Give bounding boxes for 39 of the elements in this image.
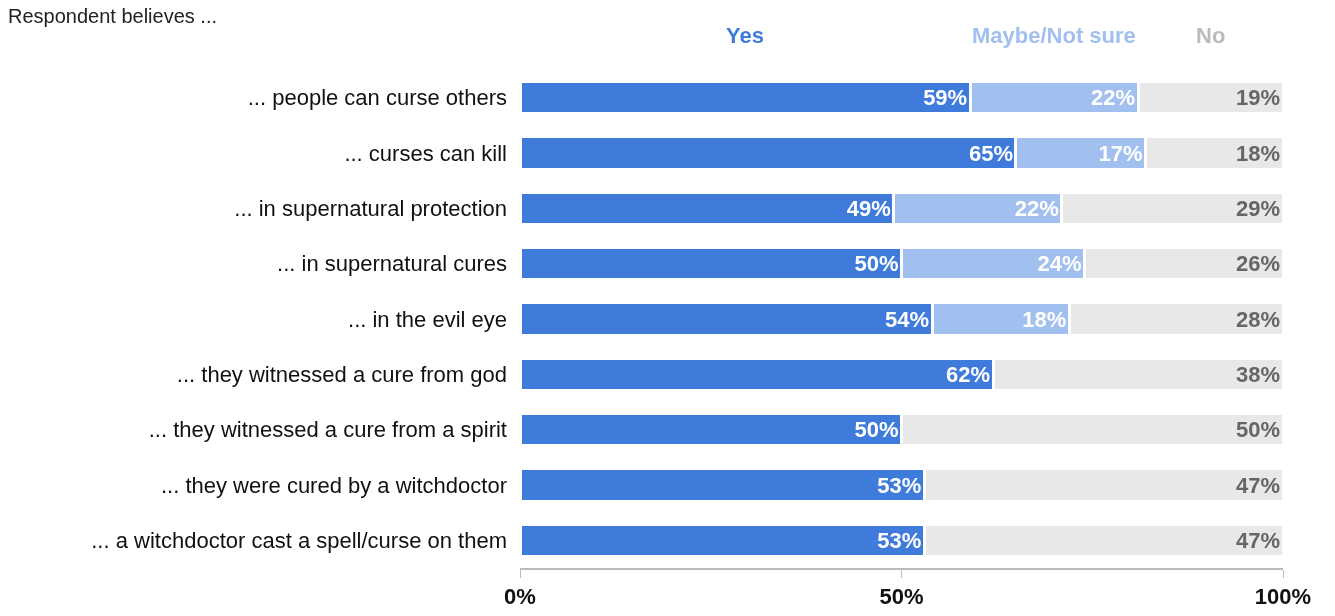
data-label: 24%: [1037, 251, 1082, 277]
x-tick-label: 0%: [504, 584, 536, 610]
text: Respondent believes ...: [8, 5, 218, 28]
data-label: 50%: [854, 417, 899, 443]
data-label: 22%: [1090, 85, 1136, 111]
series-label: Yes: [726, 23, 764, 48]
series-label: Maybe/Not sure: [972, 23, 1136, 48]
data-label: 62%: [946, 361, 991, 387]
data-label: 65%: [968, 140, 1013, 166]
data-label: 50%: [1235, 417, 1280, 443]
y-tick-label: ... curses can kill: [344, 140, 507, 166]
data-label: 49%: [846, 195, 891, 221]
y-tick-label: ... they were cured by a witchdoctor: [160, 472, 507, 498]
data-label: 47%: [1235, 527, 1280, 553]
y-tick-label: ... people can curse others: [247, 85, 507, 111]
data-label: 53%: [877, 527, 922, 553]
data-label: 29%: [1235, 195, 1280, 221]
data-label: 17%: [1098, 140, 1143, 166]
y-tick-label: ... they witnessed a cure from a spirit: [148, 417, 507, 443]
data-label: 19%: [1235, 85, 1280, 111]
data-label: 18%: [1022, 306, 1067, 332]
data-label: 54%: [884, 306, 930, 332]
data-label: 22%: [1014, 195, 1059, 221]
y-tick-label: ... a witchdoctor cast a spell/curse on them: [91, 528, 507, 554]
data-label: 38%: [1235, 361, 1280, 387]
data-label: 28%: [1235, 306, 1280, 332]
y-tick-label: ... in supernatural cures: [277, 251, 507, 277]
data-label: 18%: [1235, 140, 1280, 166]
data-label: 53%: [877, 472, 922, 498]
data-label: 50%: [854, 251, 899, 277]
y-tick-label: ... in supernatural protection: [234, 196, 507, 222]
y-tick-label: ... in the evil eye: [348, 306, 507, 332]
data-label: 47%: [1235, 472, 1280, 498]
y-tick-label: ... they witnessed a cure from god: [176, 362, 507, 388]
x-tick-label: 50%: [879, 584, 924, 610]
data-label: 59%: [923, 85, 968, 111]
x-tick-label: 100%: [1254, 584, 1312, 610]
data-label: 26%: [1235, 251, 1280, 277]
series-label: No: [1196, 23, 1226, 48]
